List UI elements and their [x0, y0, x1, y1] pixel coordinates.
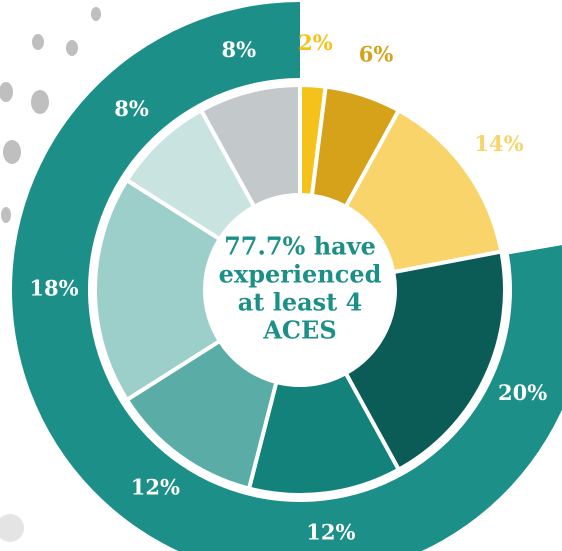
center-text: experienced [219, 260, 382, 289]
chart: 2% 6% 14% 20% 12% 12% 18% 8% 8% 77.7% haveexperie… [0, 0, 562, 551]
droplet [1, 207, 11, 223]
value-label: 12% [306, 520, 355, 545]
droplet [3, 140, 21, 164]
droplet [91, 7, 101, 21]
value-label: 20% [498, 380, 547, 405]
value-label: 8% [114, 96, 149, 121]
droplet [31, 90, 49, 114]
droplet [66, 40, 78, 56]
value-label: 6% [359, 42, 394, 67]
value-label: 12% [131, 475, 180, 500]
value-label: 14% [474, 131, 523, 156]
center-text: at least 4 [238, 288, 363, 317]
center-text: ACES [262, 316, 336, 345]
droplet [0, 514, 24, 542]
center-text: 77.7% have [224, 232, 376, 261]
value-label: 8% [222, 37, 257, 62]
value-label: 2% [298, 30, 333, 55]
droplet [0, 82, 13, 102]
droplet [32, 34, 44, 50]
value-label: 18% [29, 276, 78, 301]
